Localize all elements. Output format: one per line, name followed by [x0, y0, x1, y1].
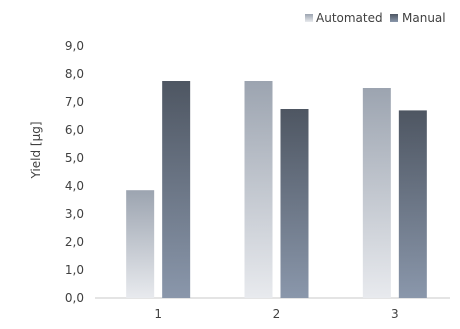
- y-tick-label: 4,0: [65, 179, 84, 193]
- y-axis-label: Yield [µg]: [29, 122, 43, 180]
- x-tick-label: 2: [273, 307, 281, 321]
- legend-swatch-manual: [390, 14, 398, 22]
- legend-label-manual: Manual: [402, 11, 446, 25]
- bar-automated: [244, 81, 273, 298]
- bar-manual: [280, 109, 309, 298]
- y-tick-label: 6,0: [65, 123, 84, 137]
- bar-manual: [398, 110, 427, 299]
- y-tick-label: 8,0: [65, 67, 84, 81]
- bar-automated: [126, 190, 155, 298]
- y-tick-label: 9,0: [65, 39, 84, 53]
- x-tick-label: 3: [391, 307, 399, 321]
- legend: Automated Manual: [305, 11, 446, 25]
- y-tick-label: 7,0: [65, 95, 84, 109]
- legend-label-automated: Automated: [316, 11, 383, 25]
- legend-swatch-automated: [305, 14, 313, 22]
- x-tick-label: 1: [154, 307, 162, 321]
- axis-layer: 0,0 1,0 2,0 3,0 4,0 5,0 6,0 7,0 8,0 9,0 1 2 3: [65, 39, 450, 321]
- y-tick-label: 2,0: [65, 235, 84, 249]
- bar-manual: [162, 81, 191, 298]
- y-tick-label: 1,0: [65, 263, 84, 277]
- y-tick-label: 0,0: [65, 291, 84, 305]
- y-tick-label: 5,0: [65, 151, 84, 165]
- bar-layer: [126, 81, 427, 299]
- y-tick-label: 3,0: [65, 207, 84, 221]
- bar-automated: [362, 88, 391, 298]
